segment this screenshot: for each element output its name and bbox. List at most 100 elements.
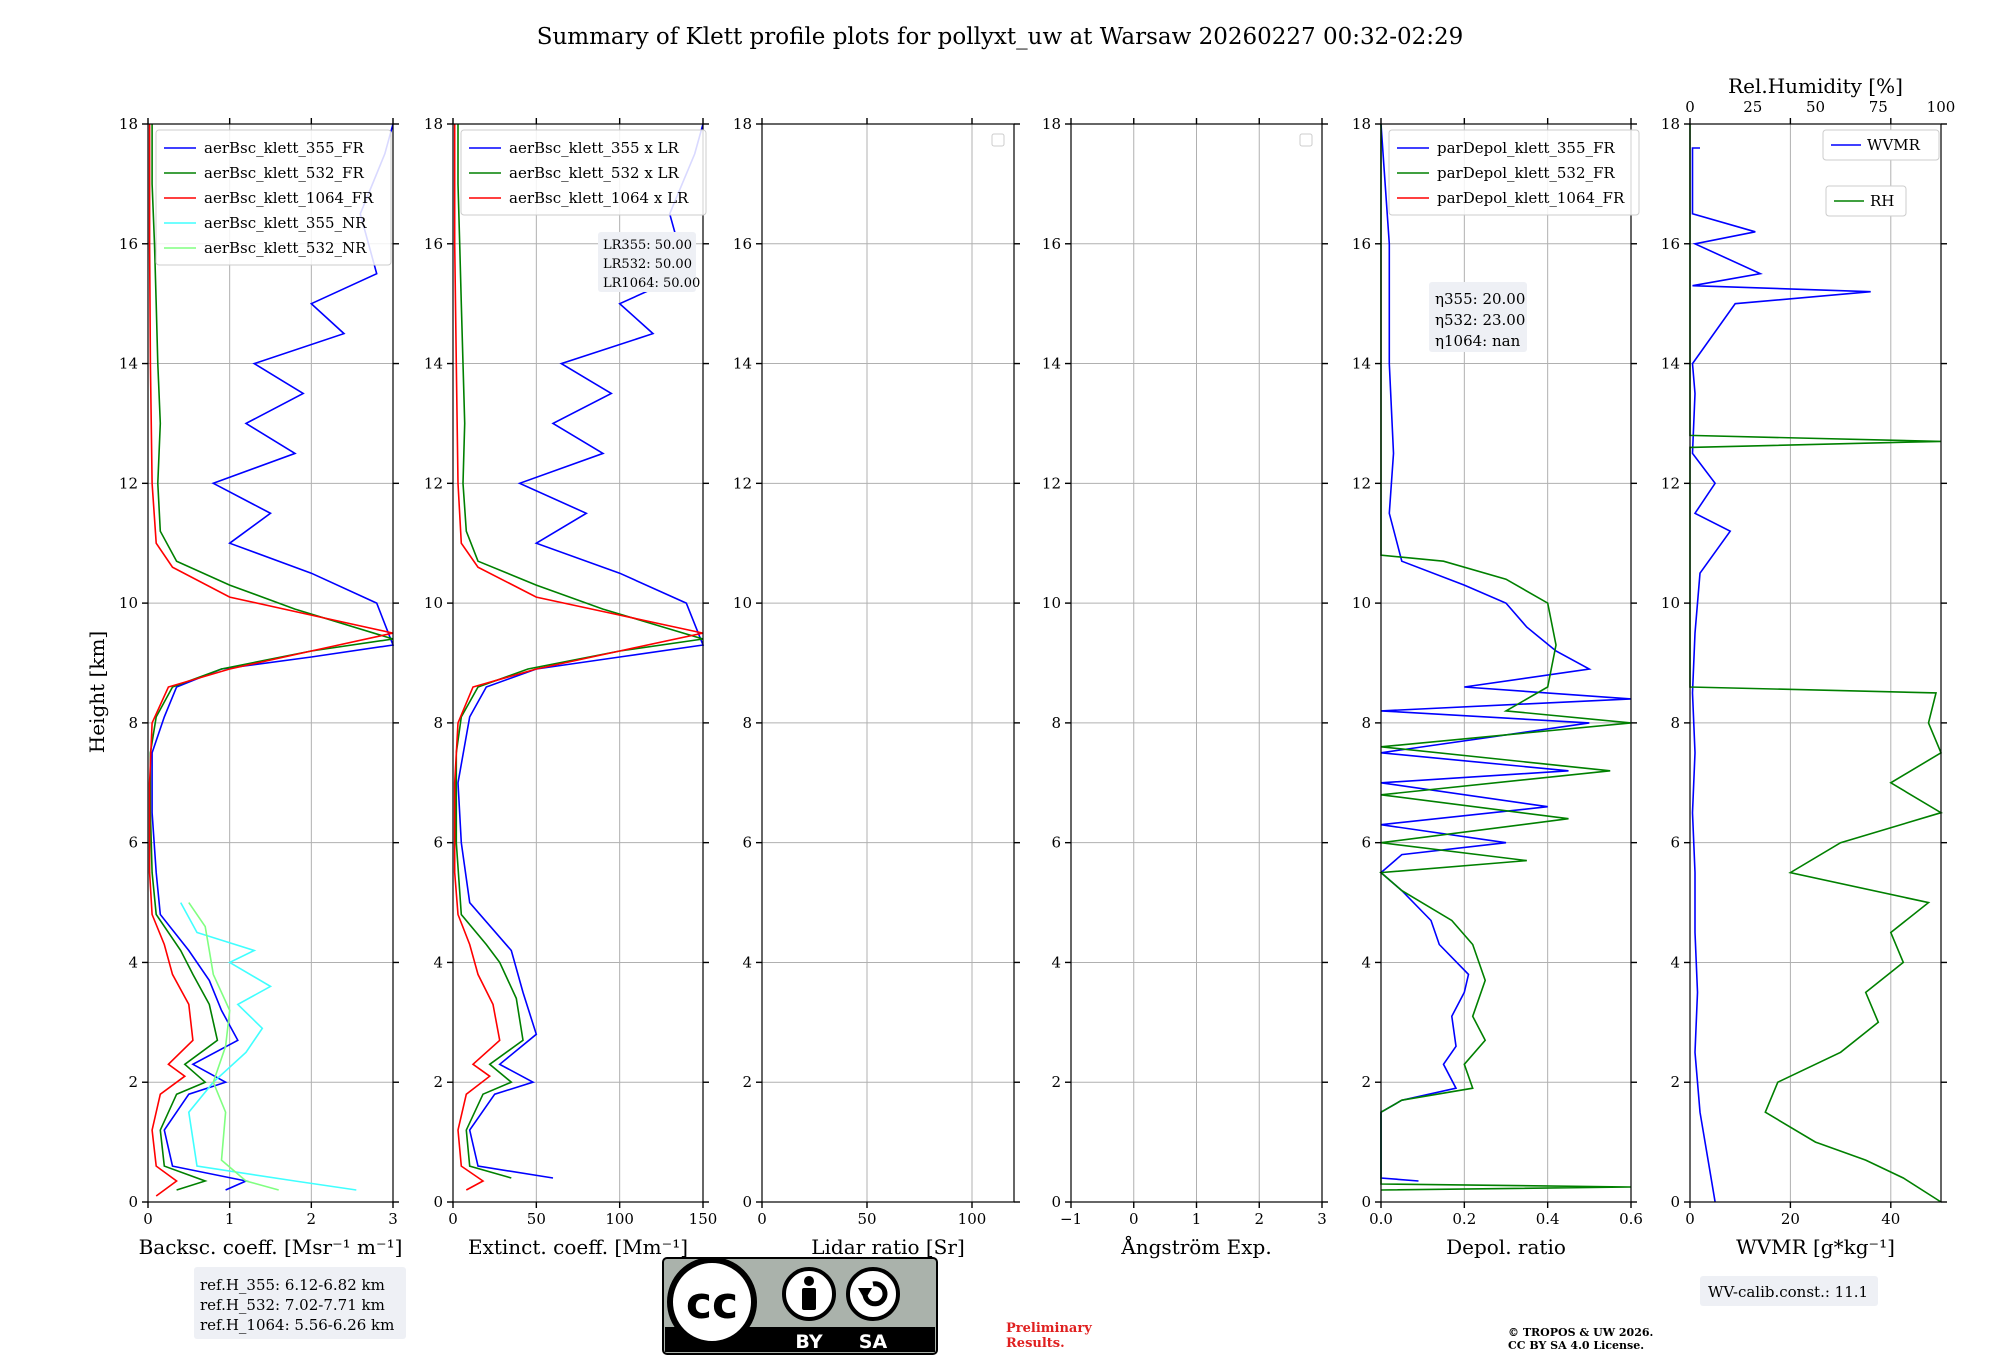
y-tick-label: 14 bbox=[1042, 355, 1061, 373]
cc-sa-label: SA bbox=[859, 1331, 888, 1353]
y-tick-label: 6 bbox=[128, 834, 138, 852]
top-tick-label: 0 bbox=[1685, 98, 1695, 116]
x-tick-label: 3 bbox=[1317, 1210, 1327, 1228]
axes-frame bbox=[452, 123, 704, 1203]
x-tick-label: 1 bbox=[225, 1210, 235, 1228]
y-tick-label: 0 bbox=[1051, 1193, 1061, 1211]
legend-label: aerBsc_klett_532 x LR bbox=[509, 164, 680, 182]
empty-legend-box bbox=[991, 133, 1005, 147]
legend-label: RH bbox=[1870, 192, 1894, 210]
ref-height-box: ref.H_355: 6.12-6.82 km ref.H_532: 7.02-… bbox=[194, 1267, 406, 1339]
y-tick-label: 4 bbox=[742, 953, 752, 971]
series-aerBsc_klett_355_FR bbox=[151, 123, 395, 1191]
annotation-box bbox=[1700, 1276, 1878, 1306]
empty-legend-box bbox=[1299, 133, 1313, 147]
series-RH bbox=[1689, 124, 1943, 1203]
legend-label: aerBsc_klett_1064 x LR bbox=[509, 189, 689, 207]
y-tick-label: 8 bbox=[742, 714, 752, 732]
legend-label: aerBsc_klett_355_NR bbox=[204, 214, 367, 232]
axes-frame bbox=[1689, 123, 1942, 1203]
series-parDepol_klett_532_FR bbox=[1379, 124, 1632, 1191]
legend-label: WVMR bbox=[1867, 136, 1921, 154]
y-tick-label: 6 bbox=[742, 834, 752, 852]
legend-box bbox=[460, 129, 707, 216]
x-axis-label: WVMR [g*kg⁻¹] bbox=[1736, 1235, 1895, 1259]
axes-frame bbox=[1380, 123, 1632, 1203]
y-axis-label: Height [km] bbox=[85, 631, 109, 753]
ref-height-355: ref.H_355: 6.12-6.82 km bbox=[200, 1276, 385, 1294]
y-tick-label: 12 bbox=[1042, 474, 1061, 492]
axes-frame bbox=[761, 123, 1015, 1203]
x-tick-label: 1 bbox=[1192, 1210, 1202, 1228]
panel-depol: 0 2 4 6 8 10 12 14 16 18 0.0 0.2 0.4 0.6 Depol. ratio p… bbox=[1352, 115, 1643, 1259]
legend-box bbox=[1388, 129, 1640, 216]
top-tick-label: 25 bbox=[1743, 98, 1762, 116]
x-tick-label: 40 bbox=[1881, 1210, 1900, 1228]
cc-by-sa-logo: cc BY SA bbox=[662, 1257, 938, 1355]
copyright-line-1: © TROPOS & UW 2026. bbox=[1508, 1326, 1653, 1339]
y-tick-label: 10 bbox=[1661, 594, 1680, 612]
y-tick-label: 4 bbox=[128, 953, 138, 971]
y-tick-label: 14 bbox=[424, 355, 443, 373]
x-tick-label: 0 bbox=[448, 1210, 458, 1228]
x-tick-label: 100 bbox=[605, 1210, 634, 1228]
y-tick-label: 14 bbox=[119, 355, 138, 373]
x-tick-label: 3 bbox=[388, 1210, 398, 1228]
y-tick-label: 8 bbox=[1670, 714, 1680, 732]
series-parDepol_klett_355_FR bbox=[1379, 123, 1632, 1182]
y-tick-label: 14 bbox=[733, 355, 752, 373]
y-tick-label: 16 bbox=[1352, 235, 1371, 253]
y-tick-label: 2 bbox=[1051, 1073, 1061, 1091]
y-tick-label: 6 bbox=[1670, 834, 1680, 852]
cc-circle-icon bbox=[667, 1257, 757, 1347]
y-tick-label: 0 bbox=[742, 1193, 752, 1211]
y-tick-label: 18 bbox=[1352, 115, 1371, 133]
annotation-text: LR532: 50.00 bbox=[603, 257, 692, 272]
panel-lidar-ratio: 0 2 4 6 8 10 12 14 16 18 0 50 100 Lidar ratio [Sr] bbox=[733, 115, 1020, 1259]
y-tick-label: 10 bbox=[1042, 594, 1061, 612]
x-tick-label: −1 bbox=[1060, 1210, 1082, 1228]
x-tick-label: 2 bbox=[307, 1210, 317, 1228]
y-tick-label: 18 bbox=[1661, 115, 1680, 133]
y-tick-label: 6 bbox=[1051, 834, 1061, 852]
y-tick-label: 12 bbox=[424, 474, 443, 492]
x-tick-label: 0 bbox=[1685, 1210, 1695, 1228]
legend-label: aerBsc_klett_532_FR bbox=[204, 164, 364, 182]
series-aerBsc_klett_532_NR bbox=[188, 902, 279, 1191]
y-tick-label: 0 bbox=[1670, 1193, 1680, 1211]
y-tick-label: 4 bbox=[1670, 953, 1680, 971]
legend-label: aerBsc_klett_355 x LR bbox=[509, 139, 680, 157]
share-alike-icon bbox=[846, 1267, 900, 1321]
panel-wvmr: 0 2 4 6 8 10 12 14 16 18 0 20 40 WVMR [g*kg⁻¹] 0 25 50 75… bbox=[1661, 74, 1955, 1306]
annotation-box bbox=[598, 232, 696, 292]
legend-label: aerBsc_klett_532_NR bbox=[204, 239, 367, 257]
series-aerBsc_klett_355 x LR bbox=[457, 123, 705, 1179]
x-axis-label: Backsc. coeff. [Msr⁻¹ m⁻¹] bbox=[139, 1235, 403, 1259]
annotation-text: η1064: nan bbox=[1435, 332, 1521, 350]
y-tick-label: 12 bbox=[119, 474, 138, 492]
y-tick-label: 8 bbox=[433, 714, 443, 732]
annotation-text: LR355: 50.00 bbox=[603, 238, 692, 253]
y-tick-label: 16 bbox=[1042, 235, 1061, 253]
x-tick-label: 0 bbox=[1129, 1210, 1139, 1228]
annotation-text: η355: 20.00 bbox=[1435, 290, 1525, 308]
x-axis-label: Extinct. coeff. [Mm⁻¹] bbox=[468, 1235, 688, 1259]
x-tick-label: 0 bbox=[143, 1210, 153, 1228]
x-tick-label: 0.4 bbox=[1536, 1210, 1560, 1228]
figure-title: Summary of Klett profile plots for polly… bbox=[537, 24, 1464, 50]
y-tick-label: 14 bbox=[1661, 355, 1680, 373]
y-tick-label: 2 bbox=[433, 1073, 443, 1091]
series-aerBsc_klett_1064 x LR bbox=[453, 124, 704, 1191]
wv-calib-text: WV-calib.const.: 11.1 bbox=[1708, 1283, 1868, 1301]
y-tick-label: 4 bbox=[1051, 953, 1061, 971]
copyright-line-2: CC BY SA 4.0 License. bbox=[1508, 1339, 1644, 1352]
series-WVMR bbox=[1691, 147, 1871, 1203]
x-axis-label: Ångström Exp. bbox=[1120, 1234, 1271, 1259]
top-tick-label: 50 bbox=[1806, 98, 1825, 116]
legend-label: parDepol_klett_355_FR bbox=[1437, 139, 1615, 157]
